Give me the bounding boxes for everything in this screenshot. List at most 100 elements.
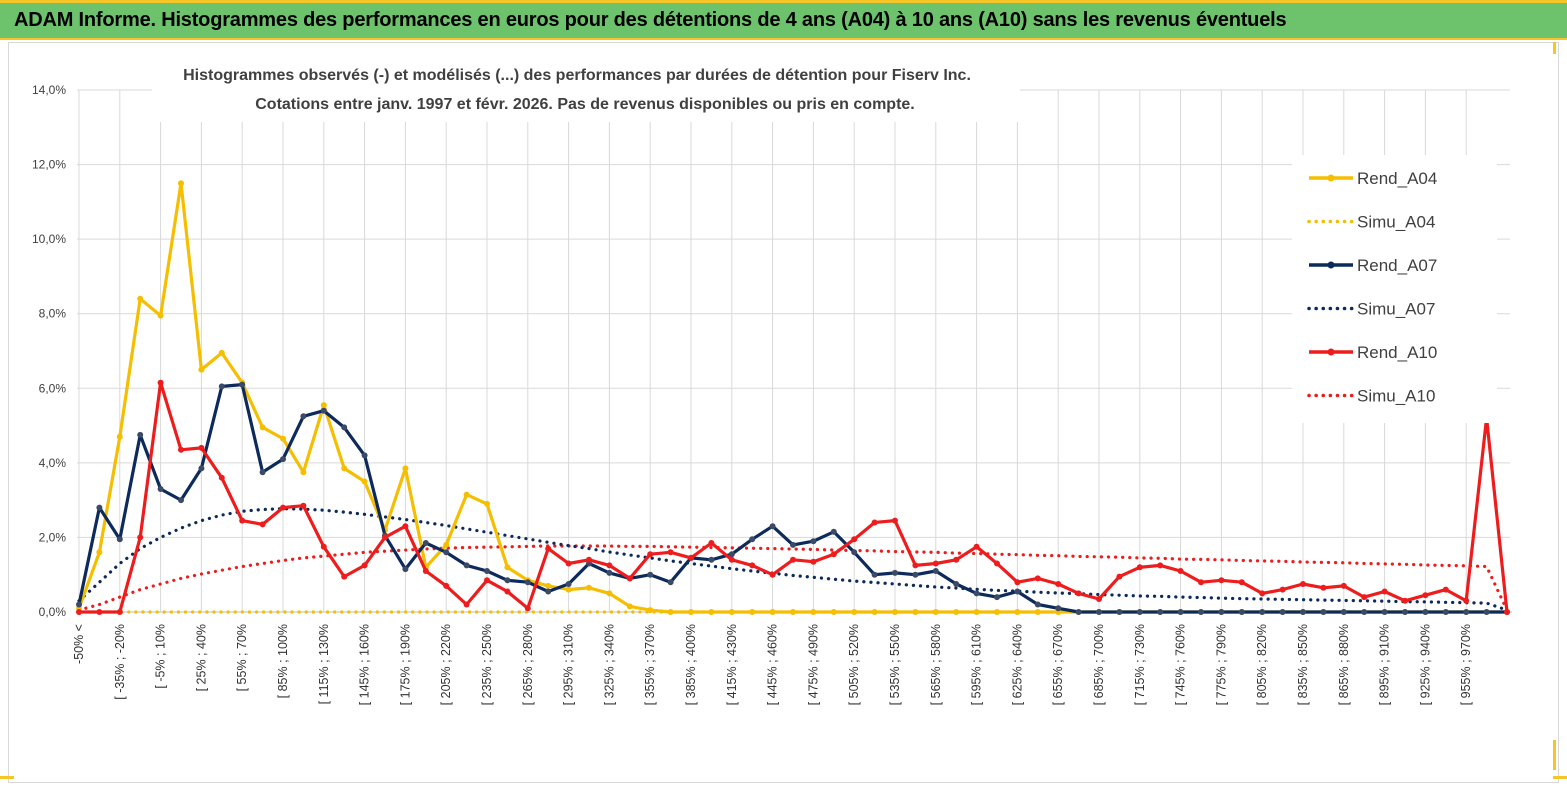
data-point-rend-a10 bbox=[259, 521, 266, 528]
data-point-rend-a04 bbox=[320, 402, 327, 409]
corner-mark-br bbox=[1553, 776, 1567, 779]
data-point-rend-a10 bbox=[892, 517, 898, 524]
data-point-rend-a10 bbox=[76, 609, 82, 615]
data-point-rend-a04 bbox=[96, 549, 103, 556]
data-point-rend-a04 bbox=[871, 609, 878, 615]
data-point-rend-a07 bbox=[178, 497, 184, 504]
data-point-rend-a10 bbox=[178, 446, 184, 453]
data-point-rend-a07 bbox=[728, 551, 735, 558]
y-tick-label: 10,0% bbox=[32, 232, 66, 246]
legend-marker bbox=[1327, 261, 1335, 269]
data-point-rend-a10 bbox=[218, 474, 225, 481]
data-point-rend-a04 bbox=[443, 541, 450, 548]
x-tick-label: [ 265% ; 280% bbox=[521, 624, 535, 705]
data-point-rend-a07 bbox=[157, 486, 164, 492]
x-tick-label: [ -35% ; -20% bbox=[113, 624, 127, 700]
chart-title-box bbox=[152, 60, 1020, 122]
data-point-rend-a07 bbox=[1463, 609, 1470, 615]
data-point-rend-a10 bbox=[708, 540, 715, 546]
data-point-rend-a10 bbox=[973, 543, 980, 550]
data-point-rend-a10 bbox=[1320, 584, 1327, 591]
data-point-rend-a04 bbox=[830, 609, 837, 615]
data-point-rend-a10 bbox=[1300, 581, 1306, 587]
data-point-rend-a04 bbox=[953, 609, 960, 615]
data-point-rend-a10 bbox=[565, 560, 572, 567]
data-point-rend-a10 bbox=[504, 588, 511, 595]
data-point-rend-a04 bbox=[361, 478, 368, 485]
legend: Rend_A04 Simu_A04 Rend_A07 Simu_A07 Rend_A10… bbox=[1292, 155, 1497, 423]
data-point-rend-a04 bbox=[892, 609, 898, 615]
data-point-rend-a04 bbox=[137, 295, 144, 302]
legend-marker bbox=[1327, 174, 1335, 182]
data-point-rend-a10 bbox=[1096, 596, 1102, 602]
data-point-rend-a07 bbox=[545, 588, 552, 595]
data-point-rend-a07 bbox=[1198, 609, 1204, 615]
corner-mark-r bbox=[1553, 740, 1556, 770]
data-point-rend-a10 bbox=[1361, 594, 1368, 601]
report-header: ADAM Informe. Histogrammes des performan… bbox=[0, 0, 1567, 40]
data-point-rend-a10 bbox=[586, 556, 592, 563]
data-point-rend-a10 bbox=[1381, 588, 1388, 595]
data-point-rend-a10 bbox=[1402, 597, 1408, 604]
data-point-rend-a07 bbox=[484, 568, 490, 574]
x-tick-label: [ 505% ; 520% bbox=[847, 624, 861, 705]
data-point-rend-a07 bbox=[1136, 609, 1143, 615]
data-point-rend-a10 bbox=[647, 551, 654, 558]
data-point-rend-a07 bbox=[1422, 609, 1429, 615]
legend-label: Simu_A07 bbox=[1357, 300, 1435, 319]
data-point-rend-a10 bbox=[239, 517, 246, 524]
data-point-rend-a07 bbox=[1238, 609, 1245, 615]
data-point-rend-a04 bbox=[728, 609, 735, 615]
data-point-rend-a10 bbox=[402, 523, 409, 530]
data-point-rend-a10 bbox=[1055, 581, 1062, 587]
x-tick-label: [ 325% ; 340% bbox=[602, 624, 616, 705]
data-point-rend-a04 bbox=[851, 609, 858, 615]
x-tick-label: [ 25% ; 40% bbox=[194, 624, 208, 691]
data-point-rend-a10 bbox=[1157, 562, 1164, 569]
data-point-rend-a07 bbox=[76, 601, 82, 608]
data-point-rend-a07 bbox=[1279, 609, 1286, 615]
data-point-rend-a04 bbox=[1034, 609, 1041, 615]
data-point-rend-a04 bbox=[769, 609, 776, 615]
data-point-rend-a07 bbox=[892, 569, 898, 576]
series-line-simu-a07 bbox=[77, 507, 1509, 612]
data-point-rend-a07 bbox=[606, 569, 613, 576]
data-point-rend-a07 bbox=[1483, 609, 1490, 615]
x-tick-label: [ 85% ; 100% bbox=[276, 624, 290, 698]
data-point-rend-a04 bbox=[157, 312, 164, 319]
data-point-rend-a10 bbox=[1075, 590, 1082, 597]
data-point-rend-a10 bbox=[422, 568, 429, 574]
data-point-rend-a07 bbox=[443, 549, 450, 556]
y-axis: 0,0% 2,0% 4,0% 6,0% 8,0% 10,0% 12,0% 14,0% bbox=[32, 83, 66, 619]
x-axis: -50% < [ -35% ; -20% [ -5% ; 10% [ 25% ; 40… bbox=[72, 611, 1512, 705]
y-tick-label: 12,0% bbox=[32, 158, 66, 172]
data-point-rend-a07 bbox=[871, 571, 878, 578]
x-tick-label: [ 925% ; 940% bbox=[1418, 624, 1432, 705]
data-point-rend-a10 bbox=[116, 609, 123, 615]
data-point-rend-a07 bbox=[647, 571, 654, 578]
data-point-rend-a10 bbox=[851, 536, 858, 543]
data-point-rend-a07 bbox=[1034, 601, 1041, 608]
data-point-rend-a07 bbox=[116, 536, 123, 543]
chart-title-line2: Cotations entre janv. 1997 et févr. 2026… bbox=[255, 96, 915, 113]
data-point-rend-a07 bbox=[137, 431, 144, 438]
y-tick-label: 8,0% bbox=[39, 307, 67, 321]
x-tick-label: [ 745% ; 760% bbox=[1174, 624, 1188, 705]
data-point-rend-a10 bbox=[198, 444, 205, 451]
data-point-rend-a10 bbox=[1218, 577, 1225, 584]
x-tick-label: [ 415% ; 430% bbox=[725, 624, 739, 705]
data-point-rend-a10 bbox=[1116, 573, 1123, 580]
data-point-rend-a04 bbox=[749, 609, 756, 615]
x-tick-label: [ 295% ; 310% bbox=[562, 624, 576, 705]
x-tick-label: [ 955% ; 970% bbox=[1459, 624, 1473, 705]
x-tick-label: [ 535% ; 550% bbox=[888, 624, 902, 705]
legend-box bbox=[1292, 155, 1497, 423]
data-point-rend-a07 bbox=[790, 541, 796, 548]
data-point-rend-a07 bbox=[361, 452, 368, 459]
data-point-rend-a04 bbox=[504, 564, 511, 571]
x-tick-label: [ 625% ; 640% bbox=[1010, 624, 1024, 705]
data-point-rend-a10 bbox=[728, 556, 735, 563]
data-point-rend-a07 bbox=[341, 424, 348, 431]
data-point-rend-a07 bbox=[973, 590, 980, 597]
chart-frame bbox=[8, 42, 1559, 783]
